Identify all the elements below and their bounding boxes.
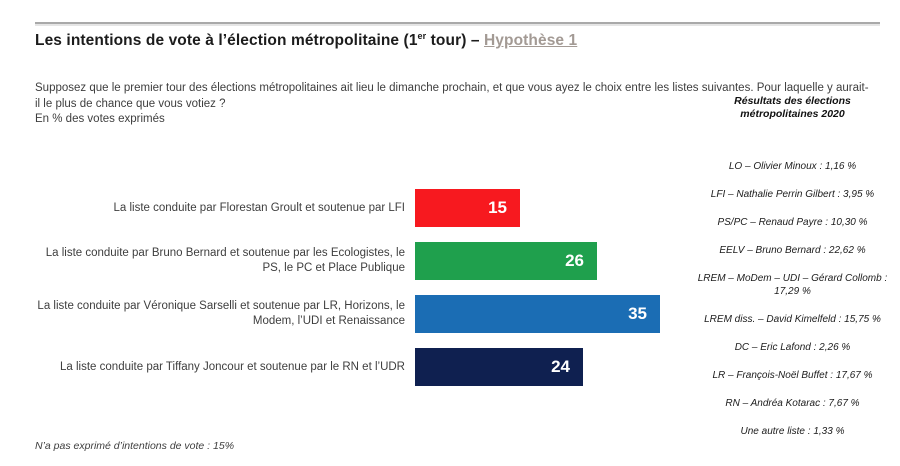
bar-value-label: 15 bbox=[488, 198, 507, 217]
bar-row: La liste conduite par Tiffany Joncour et… bbox=[35, 348, 695, 386]
survey-question: Supposez que le premier tour des électio… bbox=[35, 82, 869, 110]
bar-row: La liste conduite par Bruno Bernard et s… bbox=[35, 242, 695, 280]
result-item: LREM – MoDem – UDI – Gérard Collomb : 17… bbox=[697, 273, 888, 298]
bar-label: La liste conduite par Véronique Sarselli… bbox=[37, 300, 405, 327]
unit-note: En % des votes exprimés bbox=[35, 113, 165, 125]
bar: 35 bbox=[415, 295, 660, 333]
results-2020-list: LO – Olivier Minoux : 1,16 % LFI – Nathal… bbox=[695, 160, 890, 438]
bar-label: La liste conduite par Florestan Groult e… bbox=[113, 201, 406, 214]
results-2020-panel: Résultats des élections métropolitaines … bbox=[695, 95, 890, 438]
result-item: LO – Olivier Minoux : 1,16 % bbox=[728, 161, 857, 173]
result-item: Une autre liste : 1,33 % bbox=[740, 426, 845, 438]
result-item: LR – François-Noël Buffet : 17,67 % bbox=[712, 370, 873, 382]
bar: 26 bbox=[415, 242, 597, 280]
bar-label: La liste conduite par Tiffany Joncour et… bbox=[60, 360, 405, 373]
result-item: EELV – Bruno Bernard : 22,62 % bbox=[719, 245, 866, 257]
footnote: N’a pas exprimé d’intentions de vote : 1… bbox=[35, 440, 235, 452]
result-item: DC – Eric Lafond : 2,26 % bbox=[734, 342, 851, 354]
bar-value-label: 35 bbox=[628, 304, 647, 323]
bar: 15 bbox=[415, 189, 520, 227]
bar: 24 bbox=[415, 348, 583, 386]
title-text: Les intentions de vote à l’élection métr… bbox=[35, 32, 418, 50]
bar-label: La liste conduite par Bruno Bernard et s… bbox=[45, 247, 405, 274]
page-title: Les intentions de vote à l’élection métr… bbox=[35, 31, 865, 50]
sidebar-title: Résultats des élections métropolitaines … bbox=[734, 95, 851, 121]
bar-chart: La liste conduite par Florestan Groult e… bbox=[35, 189, 695, 401]
title-text-mid: tour) – bbox=[426, 32, 484, 50]
bar-value-label: 24 bbox=[551, 357, 570, 376]
result-item: LFI – Nathalie Perrin Gilbert : 3,95 % bbox=[710, 189, 875, 201]
result-item: RN – Andréa Kotarac : 7,67 % bbox=[725, 398, 860, 410]
result-item: LREM diss. – David Kimelfeld : 15,75 % bbox=[704, 314, 881, 326]
bar-row: La liste conduite par Véronique Sarselli… bbox=[35, 295, 695, 333]
bar-row: La liste conduite par Florestan Groult e… bbox=[35, 189, 695, 227]
result-item: PS/PC – Renaud Payre : 10,30 % bbox=[717, 217, 868, 229]
top-divider bbox=[35, 22, 880, 24]
bar-value-label: 26 bbox=[565, 251, 584, 270]
title-superscript: er bbox=[417, 31, 427, 41]
hypothesis-link[interactable]: Hypothèse 1 bbox=[484, 32, 578, 50]
